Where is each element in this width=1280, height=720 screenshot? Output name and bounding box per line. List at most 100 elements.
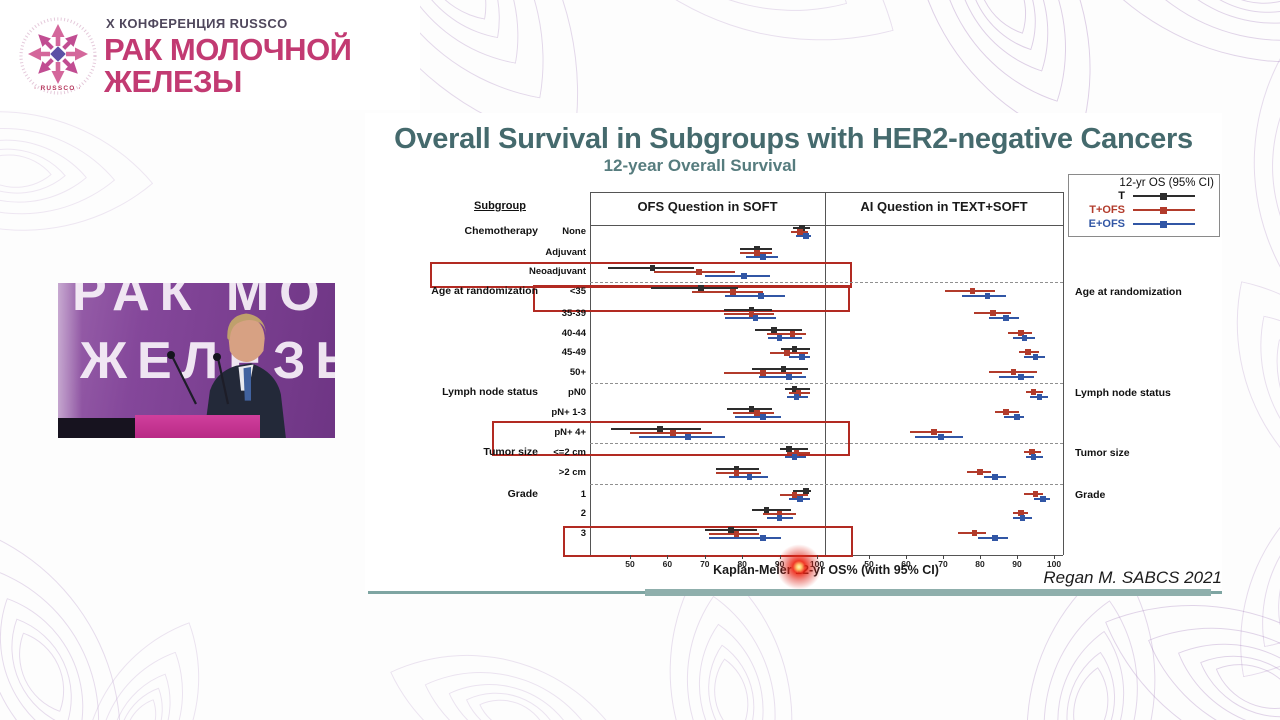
ci-line-E+OFS	[725, 295, 786, 297]
ci-line-T+OFS	[691, 291, 763, 293]
subgroup-item-label: <35	[569, 286, 586, 297]
point-marker-T+OFS	[969, 288, 976, 294]
x-axis-tick	[630, 555, 631, 559]
subgroup-item-label: Adjuvant	[545, 247, 586, 258]
subgroup-item-label: 2	[580, 508, 586, 519]
point-marker-T	[754, 246, 760, 252]
point-marker-T	[799, 225, 805, 231]
x-axis-tick	[1017, 555, 1018, 559]
point-marker-T+OFS	[789, 331, 796, 337]
ci-line-E+OFS	[639, 436, 726, 438]
subgroup-item-label: 3	[580, 528, 586, 539]
plot-panel-divider	[825, 192, 827, 555]
ci-line-E+OFS	[1004, 416, 1025, 418]
subgroup-category-label: Tumor size	[483, 446, 538, 458]
point-marker-T	[763, 507, 770, 513]
legend-entry: E+OFS	[1069, 217, 1219, 231]
ci-line-T+OFS	[909, 431, 953, 433]
ci-line-T+OFS	[723, 313, 774, 315]
subgroup-item-label: pN0	[568, 387, 586, 398]
point-marker-T	[728, 527, 734, 533]
plot-header-divider	[590, 225, 1063, 227]
subgroup-item-label: >2 cm	[558, 467, 586, 478]
point-marker-E+OFS	[752, 315, 759, 321]
legend-sample-line	[1133, 192, 1195, 200]
point-marker-T+OFS	[795, 390, 802, 396]
legend-sample-line	[1133, 220, 1195, 228]
point-marker-T+OFS	[990, 310, 996, 316]
point-marker-T	[748, 307, 755, 313]
x-axis-title: Kaplan-Meier 12-yr OS% (with 95% CI)	[713, 563, 939, 577]
x-axis-tick-label: 90	[1012, 559, 1022, 569]
x-axis-tick	[943, 555, 944, 559]
point-marker-T+OFS	[733, 470, 740, 476]
x-axis-tick	[742, 555, 744, 559]
x-axis-tick	[869, 555, 870, 559]
subgroup-category-label: Chemotherapy	[464, 225, 538, 237]
point-marker-T+OFS	[791, 492, 798, 498]
point-marker-T+OFS	[696, 269, 702, 275]
point-marker-T+OFS	[760, 370, 766, 376]
brand-title-line2: ЖЕЛЕЗЫ	[104, 64, 242, 99]
point-marker-E+OFS	[1018, 374, 1024, 380]
subgroup-separator	[590, 282, 1063, 283]
point-marker-T	[698, 285, 704, 291]
point-marker-E+OFS	[1021, 335, 1028, 341]
highlight-box	[492, 421, 850, 456]
x-axis-tick-label: 60	[901, 559, 911, 569]
citation: Regan M. SABCS 2021	[1043, 568, 1222, 587]
point-marker-T	[657, 426, 663, 432]
ci-line-E+OFS	[961, 295, 1006, 297]
x-axis-tick-label: 70	[938, 559, 948, 569]
ci-line-E+OFS	[788, 356, 810, 358]
point-marker-T+OFS	[1029, 449, 1035, 455]
point-marker-T	[771, 327, 777, 333]
point-marker-T	[786, 446, 792, 452]
point-marker-E+OFS	[776, 515, 783, 521]
subgroup-header: Subgroup	[474, 200, 526, 212]
point-marker-E+OFS	[776, 335, 783, 341]
point-marker-T+OFS	[1010, 369, 1017, 375]
point-marker-T+OFS	[1030, 389, 1037, 395]
slide-title: Overall Survival in Subgroups with HER2-…	[394, 123, 1193, 155]
point-marker-E+OFS	[793, 394, 800, 400]
x-axis-tick-label: 60	[662, 559, 673, 569]
point-marker-E+OFS	[797, 496, 803, 502]
point-marker-E+OFS	[992, 474, 998, 480]
x-axis-tick-label: 100	[1046, 559, 1062, 569]
point-marker-E+OFS	[803, 233, 809, 239]
point-marker-T	[791, 386, 798, 392]
panel-header-soft: OFS Question in SOFT	[637, 199, 778, 214]
point-marker-T+OFS	[1018, 330, 1024, 336]
legend-title: 12-yr OS (95% CI)	[1119, 177, 1214, 189]
legend-label: E+OFS	[1088, 218, 1125, 230]
speaker-video-thumbnail: РАК МО ЖЕЛЕЗЫ	[58, 283, 335, 438]
ci-line-T	[751, 509, 791, 511]
highlight-box	[563, 526, 853, 557]
point-marker-E+OFS	[1040, 496, 1046, 502]
subgroup-item-label: 45-49	[561, 347, 586, 358]
conference-header: · RUSSCO · X КОНФЕРЕНЦИЯ RUSSCO РАК МОЛО…	[0, 0, 420, 110]
point-marker-E+OFS	[799, 354, 805, 360]
slide-subtitle: 12-year Overall Survival	[603, 156, 797, 175]
stage-shadow	[58, 418, 144, 438]
plot-border-left	[590, 192, 592, 555]
x-axis-tick-label: 80	[737, 559, 747, 569]
point-marker-T+OFS	[971, 530, 978, 536]
point-marker-T+OFS	[1025, 349, 1031, 355]
point-marker-T	[780, 366, 787, 372]
ci-line-E+OFS	[998, 376, 1034, 378]
point-marker-E+OFS	[760, 535, 766, 541]
right-group-label: Age at randomization	[1075, 286, 1182, 298]
point-marker-E+OFS	[992, 535, 998, 541]
subgroup-separator	[590, 484, 1063, 485]
legend-label: T+OFS	[1089, 204, 1125, 216]
point-marker-E+OFS	[786, 374, 792, 380]
point-marker-E+OFS	[1019, 515, 1026, 521]
point-marker-T	[748, 406, 755, 412]
point-marker-T	[649, 265, 656, 271]
point-marker-E+OFS	[791, 454, 798, 460]
ci-line-T+OFS	[957, 532, 986, 534]
subgroup-item-label: pN+ 1-3	[551, 407, 586, 418]
point-marker-E+OFS	[1014, 414, 1020, 420]
